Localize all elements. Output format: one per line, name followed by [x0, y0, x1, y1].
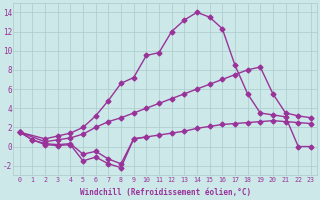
- X-axis label: Windchill (Refroidissement éolien,°C): Windchill (Refroidissement éolien,°C): [80, 188, 251, 197]
